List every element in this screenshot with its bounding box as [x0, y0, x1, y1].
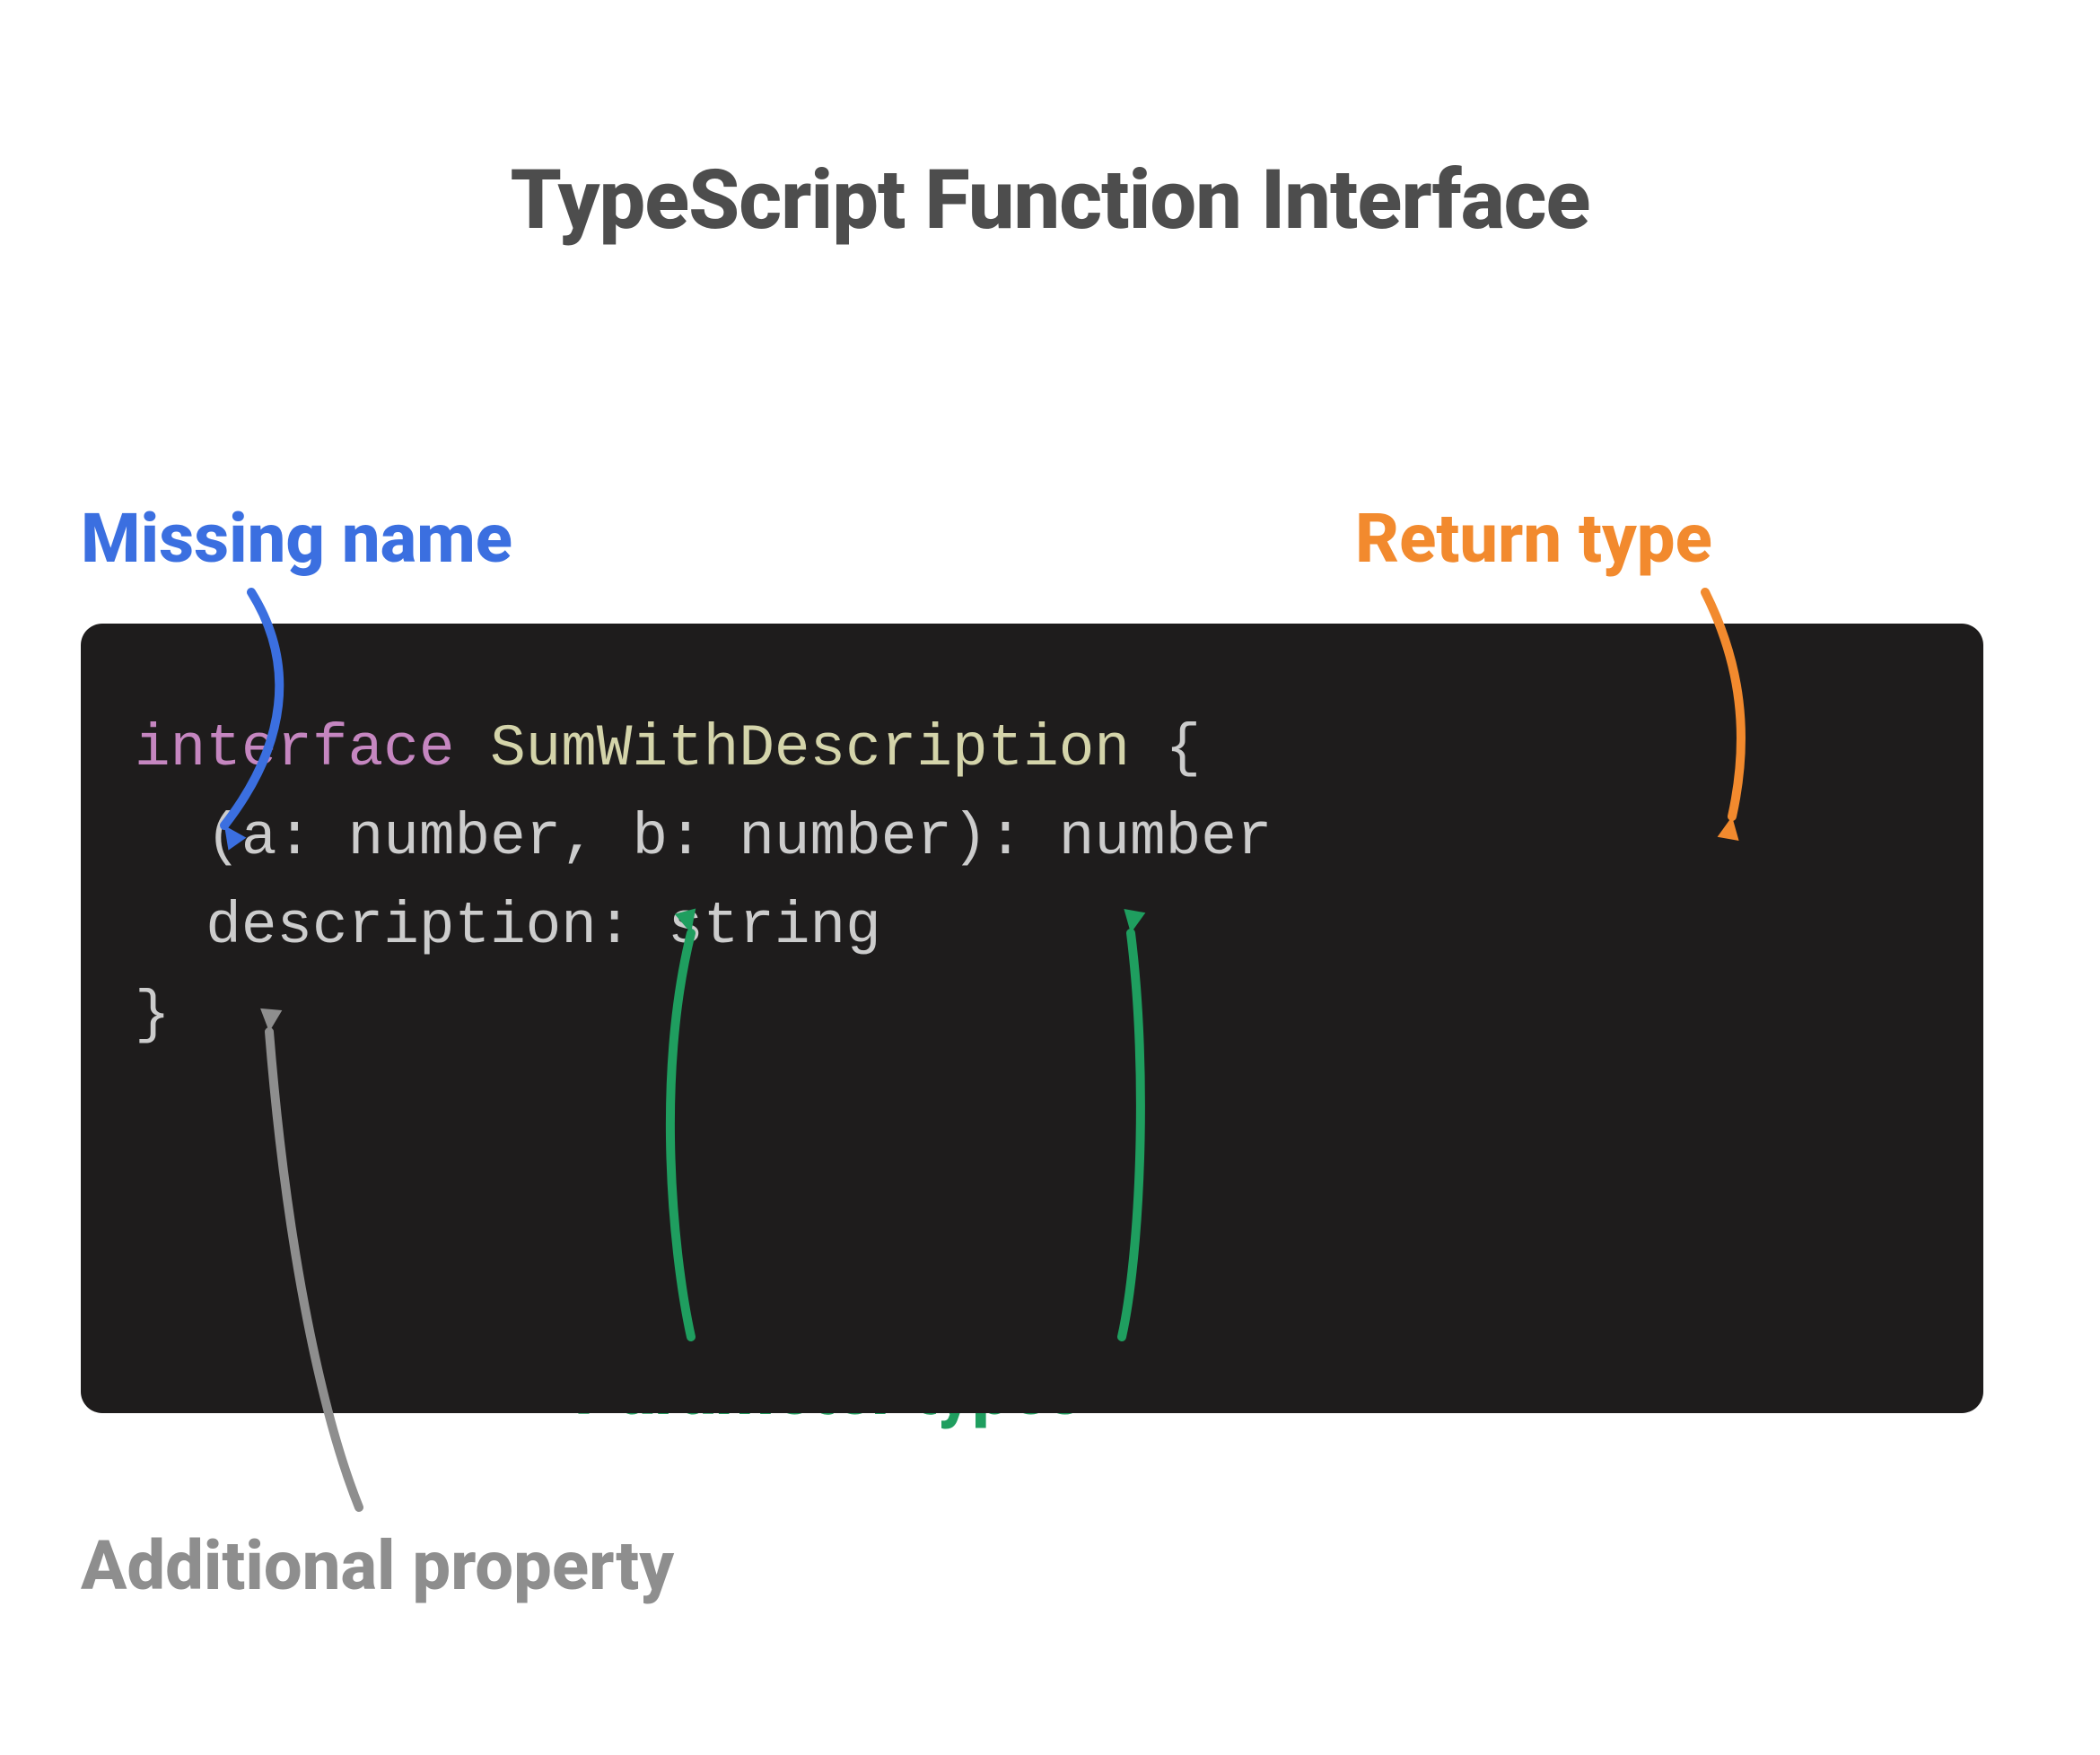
additional-property-arrow-head: [260, 1008, 282, 1032]
param-right-arrow-head: [1124, 909, 1145, 933]
arrows-overlay: [0, 0, 2100, 1755]
missing-name-arrow-head: [224, 825, 246, 851]
missing-name-arrow: [224, 592, 279, 825]
param-left-arrow: [670, 933, 691, 1337]
param-right-arrow: [1122, 933, 1141, 1337]
additional-property-arrow: [269, 1032, 359, 1507]
return-type-arrow-head: [1718, 816, 1739, 841]
return-type-arrow: [1705, 592, 1741, 816]
